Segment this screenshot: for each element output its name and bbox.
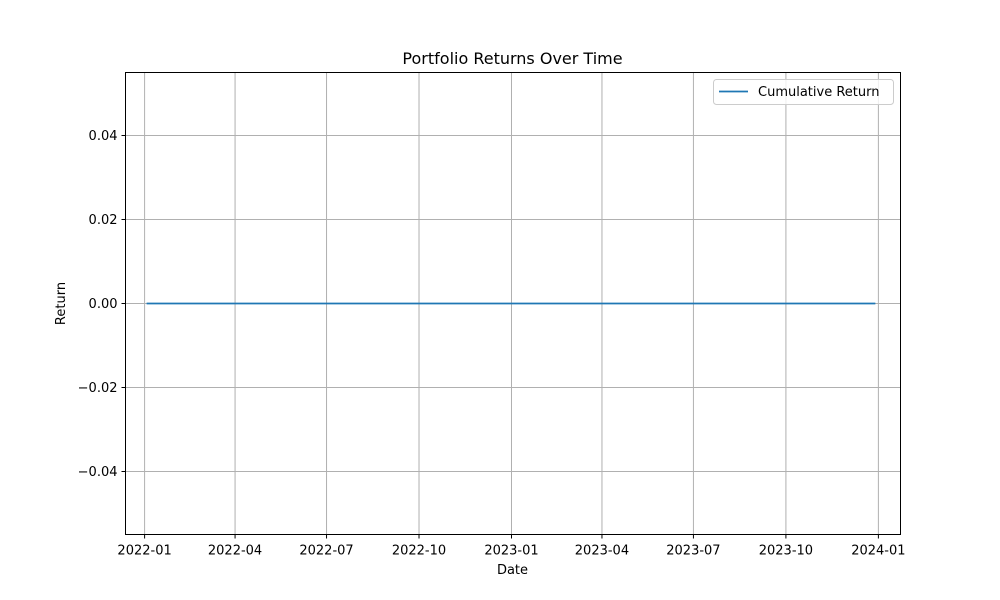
x-tick-label: 2022-07	[299, 544, 353, 559]
chart-title: Portfolio Returns Over Time	[402, 49, 622, 68]
x-axis-title: Date	[497, 563, 528, 578]
y-tick-label: −0.04	[78, 465, 118, 480]
x-tick-label: 2022-04	[208, 544, 262, 559]
legend-label-cumulative-return: Cumulative Return	[758, 85, 879, 100]
y-tick-label: 0.02	[89, 213, 118, 228]
legend-box	[713, 79, 894, 105]
y-axis-title: Return	[54, 282, 69, 325]
x-axis-ticks: 2022-01 2022-04 2022-07 2022-10 2023-01 2023-…	[117, 534, 906, 559]
x-tick-label: 2023-01	[484, 544, 538, 559]
x-tick-label: 2023-10	[759, 544, 813, 559]
legend: Cumulative Return	[713, 79, 894, 105]
x-tick-label: 2024-01	[851, 544, 905, 559]
x-tick-label: 2023-07	[666, 544, 720, 559]
y-tick-label: −0.02	[78, 381, 118, 396]
y-tick-label: 0.00	[89, 297, 118, 312]
y-tick-label: 0.04	[89, 129, 118, 144]
x-tick-label: 2023-04	[575, 544, 629, 559]
x-tick-label: 2022-01	[117, 544, 171, 559]
y-axis-ticks: 0.04 0.02 0.00 −0.02 −0.04	[78, 129, 126, 480]
x-tick-label: 2022-10	[392, 544, 446, 559]
